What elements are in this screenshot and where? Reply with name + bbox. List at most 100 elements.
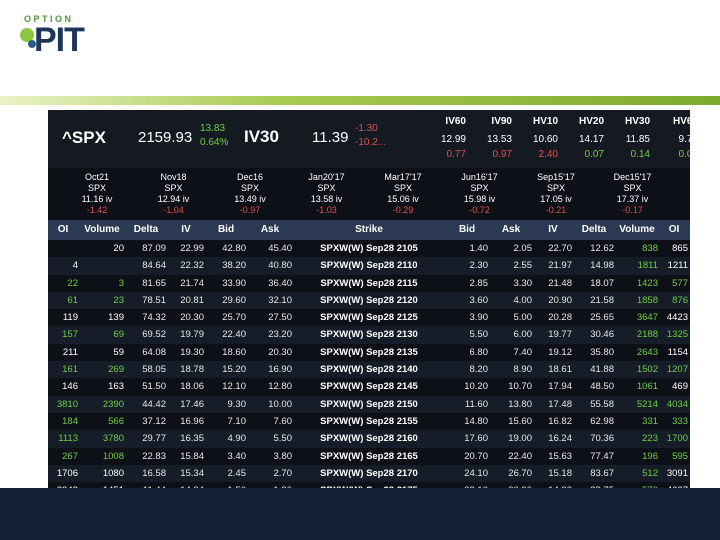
expiration-tab[interactable]: Oct21 SPX 11.16 iv -1.42 xyxy=(62,172,132,216)
table-cell: 23 xyxy=(113,294,124,306)
column-header[interactable]: IV xyxy=(548,224,558,235)
column-header[interactable]: Strike xyxy=(355,224,383,235)
iv30-label: IV30 xyxy=(244,127,279,146)
iv30-change: -1.30 -10.2... xyxy=(355,122,386,150)
table-cell: 1.40 xyxy=(469,243,489,254)
table-row[interactable]: 119 139 74.32 20.30 25.70 27.50 SPXW(W) Sep28 … xyxy=(48,309,690,326)
table-cell: 42.80 xyxy=(222,243,246,254)
table-row[interactable]: 1706 1080 16.58 15.34 2.45 2.70 SPXW(W) Sep28 … xyxy=(48,464,690,483)
table-cell: 14.80 xyxy=(464,415,488,427)
table-cell: SPXW(W) Sep28 2150 xyxy=(320,398,418,410)
expiration-iv: 13.49 iv xyxy=(234,194,266,204)
table-cell: 3.60 xyxy=(469,294,489,306)
column-header[interactable]: Ask xyxy=(260,224,280,235)
table-row[interactable]: 1113 3780 29.77 16.35 4.90 5.50 SPXW(W) Sep28 … xyxy=(48,430,690,448)
table-cell: 15.60 xyxy=(508,415,532,427)
table-cell: 7.10 xyxy=(227,415,247,427)
table-row[interactable]: 184 566 37.12 16.96 7.10 7.60 SPXW(W) Sep28 21… xyxy=(48,413,690,430)
expiration-tab[interactable]: Nov18 SPX 12.94 iv -1.04 xyxy=(139,172,209,216)
column-header[interactable]: Delta xyxy=(581,224,607,235)
column-header[interactable]: IV xyxy=(181,224,191,235)
table-cell: 26.70 xyxy=(508,467,532,479)
table-cell: 15.34 xyxy=(180,467,204,479)
table-cell: 22.99 xyxy=(180,243,204,254)
expiration-tab[interactable]: Dec15'17 SPX 17.37 iv -0.17 xyxy=(598,172,668,216)
vol-stat-value: 11.85 xyxy=(625,134,650,145)
table-cell: 22.40 xyxy=(508,450,532,462)
expiration-date: Nov18 xyxy=(160,172,187,182)
expiration-tab[interactable]: Mar17'17 SPX 15.06 iv -0.29 xyxy=(368,172,438,216)
symbol-label[interactable]: ^SPX xyxy=(62,128,106,147)
table-row[interactable]: 3810 2390 44.42 17.46 9.30 10.00 SPXW(W) Sep28… xyxy=(48,395,690,413)
table-cell: 16.90 xyxy=(268,364,292,376)
table-row[interactable]: 157 69 69.52 19.79 22.40 23.20 SPXW(W) Sep28 2… xyxy=(48,326,690,344)
vol-stat-change: 0.07 xyxy=(584,149,604,160)
expiration-tab[interactable]: Dec16 SPX 13.49 iv -0.97 xyxy=(215,172,285,216)
table-cell: 10.70 xyxy=(508,381,532,393)
table-cell: 38.20 xyxy=(222,260,246,272)
column-header[interactable]: OI xyxy=(57,224,69,235)
table-row[interactable]: 4 84.64 22.32 38.20 40.80 SPXW(W) Sep28 2110 2… xyxy=(48,257,690,275)
table-cell: 17.46 xyxy=(180,398,204,410)
table-cell: 3.80 xyxy=(273,450,293,462)
table-cell: 74.32 xyxy=(142,312,166,324)
option-chain-panel: ^SPX 2159.93 13.83 0.64% IV30 11.39 -1.3… xyxy=(48,110,690,511)
table-cell: 18.60 xyxy=(222,346,246,358)
expiration-date: Oct21 xyxy=(84,172,109,182)
table-cell: 1211 xyxy=(667,260,688,272)
vol-stat-value: 13.53 xyxy=(486,134,512,145)
table-cell: SPXW(W) Sep28 2160 xyxy=(320,433,418,445)
table-row[interactable]: 61 23 78.51 20.81 29.60 32.10 SPXW(W) Sep28 21… xyxy=(48,291,690,310)
table-row[interactable]: 146 163 51.50 18.06 12.10 12.80 SPXW(W) Sep28 … xyxy=(48,378,690,395)
expiration-sym: SPX xyxy=(546,183,565,193)
expiration-tab[interactable]: Jun16'17 SPX 15.98 iv -0.72 xyxy=(445,172,515,216)
expiration-tab[interactable]: Jan20'17 SPX 13.58 iv -1.03 xyxy=(292,172,362,216)
table-cell: 22 xyxy=(67,277,78,289)
table-row[interactable]: 22 3 81.65 21.74 33.90 36.40 SPXW(W) Sep28 211… xyxy=(48,275,690,292)
table-cell: 3810 xyxy=(56,398,78,410)
table-cell: 2.05 xyxy=(513,243,533,254)
table-cell: 36.40 xyxy=(268,277,292,289)
expiration-chg: -1.04 xyxy=(163,205,184,215)
table-cell: 7.60 xyxy=(273,415,293,427)
table-cell: 269 xyxy=(108,364,124,376)
table-cell: 16.96 xyxy=(180,415,204,427)
table-cell: 8.90 xyxy=(513,364,533,376)
green-accent-bar xyxy=(0,96,720,105)
expiration-tab[interactable]: Sep15'17 SPX 17.05 iv -0.21 xyxy=(521,172,591,216)
table-cell: 29.77 xyxy=(142,433,166,445)
table-cell: 22.70 xyxy=(548,243,572,254)
table-cell: 1700 xyxy=(666,433,688,445)
expiration-chg: -1.03 xyxy=(316,205,337,215)
expiration-iv: 17.05 iv xyxy=(540,194,572,204)
table-cell: 3.40 xyxy=(227,450,247,462)
column-header[interactable]: Volume xyxy=(619,224,655,235)
chain-table-body: 20 87.09 22.99 42.80 45.40 SPXW(W) Sep28 2105… xyxy=(48,240,690,511)
table-row[interactable]: 211 59 64.08 19.30 18.60 20.30 SPXW(W) Sep28 2… xyxy=(48,344,690,361)
table-cell: 17.94 xyxy=(548,381,572,393)
table-cell: 33.90 xyxy=(222,277,246,289)
column-header[interactable]: Bid xyxy=(217,224,235,235)
last-price: 2159.93 xyxy=(138,129,193,146)
table-row[interactable]: 161 269 58.05 18.78 15.20 16.90 SPXW(W) Sep28 … xyxy=(48,361,690,379)
table-cell: 333 xyxy=(672,415,688,427)
column-header[interactable]: OI xyxy=(668,224,680,235)
table-cell: 1325 xyxy=(666,329,688,341)
table-row[interactable]: 20 87.09 22.99 42.80 45.40 SPXW(W) Sep28 2105… xyxy=(48,240,690,257)
table-cell: 5.00 xyxy=(513,312,533,324)
table-cell: 9.30 xyxy=(227,398,247,410)
footer-band xyxy=(0,488,720,540)
table-row[interactable]: 267 1008 22.83 15.84 3.40 3.80 SPXW(W) Sep28 2… xyxy=(48,448,690,465)
table-cell: 58.05 xyxy=(142,364,166,376)
vol-stat-label: IV90 xyxy=(491,116,512,127)
table-cell: 876 xyxy=(672,294,688,306)
column-header[interactable]: Volume xyxy=(84,224,120,235)
table-cell: 1080 xyxy=(102,467,124,479)
column-header[interactable]: Delta xyxy=(133,224,159,235)
table-cell: 32.10 xyxy=(268,294,292,306)
column-header[interactable]: Bid xyxy=(458,224,476,235)
table-cell: 30.46 xyxy=(590,329,614,341)
table-cell: 163 xyxy=(108,381,124,393)
column-header[interactable]: Ask xyxy=(501,224,521,235)
table-cell: 157 xyxy=(62,329,78,341)
